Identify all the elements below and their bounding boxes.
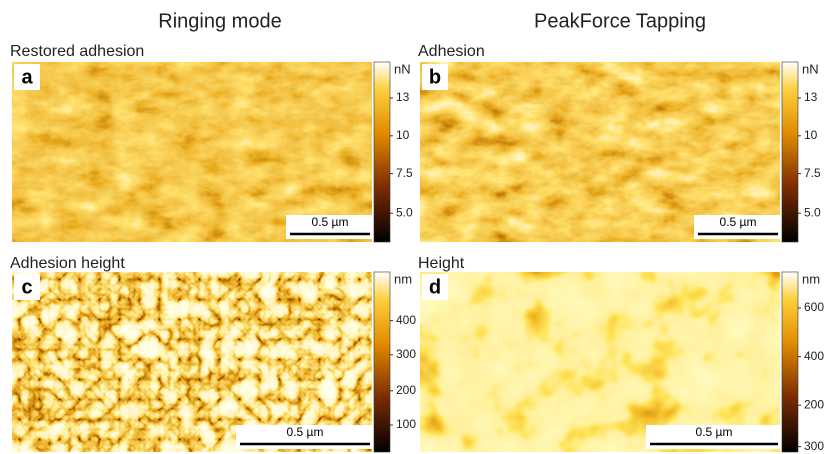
- colorbar-unit: nN: [802, 61, 819, 76]
- colorbar-tick-label: 200: [804, 397, 824, 411]
- panel-title: Adhesion height: [10, 255, 125, 272]
- colorbar: [374, 62, 390, 242]
- panel-letter: c: [21, 276, 32, 298]
- panel-letter: b: [429, 66, 441, 88]
- colorbar-tick-label: 200: [396, 383, 416, 397]
- panel-title: Adhesion: [418, 43, 485, 60]
- colorbar-tick-label: 5.0: [396, 205, 413, 219]
- colorbar-unit: nm: [802, 271, 820, 286]
- colorbar-tick-label: 10: [396, 128, 410, 142]
- colorbar-tick-label: 400: [396, 313, 416, 327]
- panel-letter: d: [429, 276, 441, 298]
- colorbar-tick-label: 300: [396, 347, 416, 361]
- colorbar-tick-label: 400: [804, 349, 824, 363]
- colorbar-tick-label: 13: [804, 90, 818, 104]
- colorbar-tick-label: 100: [396, 417, 416, 431]
- colorbar-tick-label: 10: [804, 128, 818, 142]
- scale-bar-label: 0.5 µm: [696, 425, 733, 439]
- scale-bar-label: 0.5 µm: [312, 215, 349, 229]
- colorbar-unit: nN: [394, 61, 411, 76]
- colorbar-tick-label: 600: [804, 300, 824, 314]
- figure: Ringing mode PeakForce Tapping Restored …: [0, 0, 827, 454]
- colorbar: [782, 272, 798, 452]
- panel-title: Height: [418, 255, 465, 272]
- colorbar-tick-label: 13: [396, 90, 410, 104]
- colorbar-tick-label: 300: [804, 439, 824, 453]
- colorbar: [782, 62, 798, 242]
- column-header: PeakForce Tapping: [534, 10, 706, 32]
- colorbar-unit: nm: [394, 271, 412, 286]
- colorbar-tick-label: 7.5: [804, 166, 821, 180]
- panel-title: Restored adhesion: [10, 43, 144, 60]
- scale-bar-label: 0.5 µm: [720, 215, 757, 229]
- colorbar-tick-label: 7.5: [396, 166, 413, 180]
- panel-letter: a: [21, 66, 33, 88]
- colorbar-tick-label: 5.0: [804, 205, 821, 219]
- scale-bar-label: 0.5 µm: [287, 425, 324, 439]
- colorbar: [374, 272, 390, 452]
- column-header: Ringing mode: [158, 10, 281, 32]
